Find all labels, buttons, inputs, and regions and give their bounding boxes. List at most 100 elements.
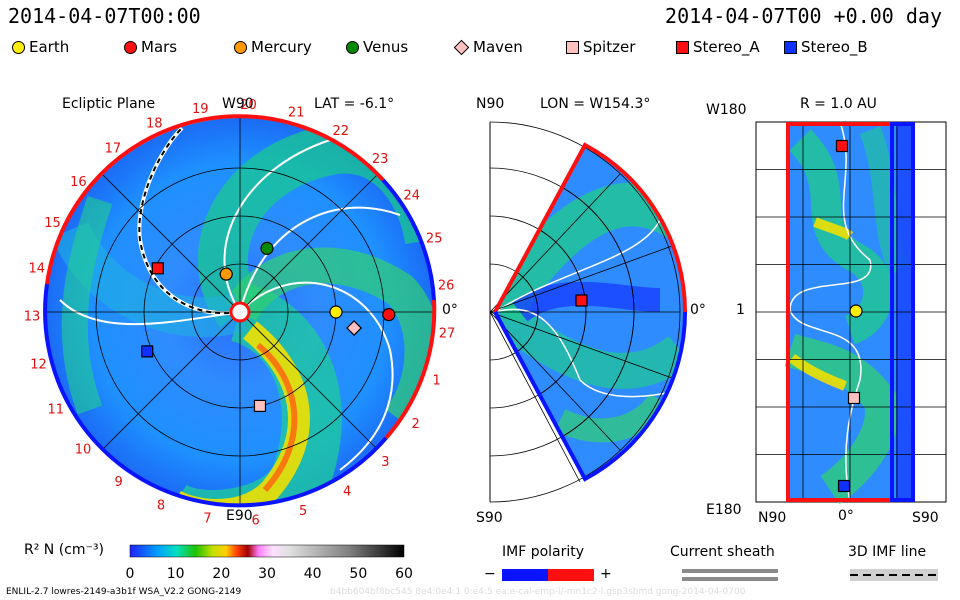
carrington-label: 5: [299, 504, 307, 519]
colorbar-ticks: 0 10 20 30 40 50 60: [126, 566, 413, 582]
colorbar-tick-label: 10: [167, 566, 185, 582]
legend-item-stereo-a: Stereo_A: [676, 38, 760, 56]
radial-marker-stereo-b: [837, 479, 851, 493]
radial-bottom-mid: 0°: [838, 508, 854, 524]
radial-panel: [755, 121, 947, 505]
square-marker-icon: [784, 40, 797, 54]
imf-line-label: 3D IMF line: [848, 544, 927, 560]
density-arm-green-3: [224, 247, 434, 431]
radial-objects: [835, 139, 863, 493]
legend-label: Earth: [29, 38, 70, 56]
header-time-left: 2014-04-07T00:00: [8, 4, 201, 28]
carrington-label: 26: [438, 278, 455, 293]
ecliptic-marker-venus: [260, 241, 274, 255]
radial-bottom-s: S90: [912, 510, 939, 526]
carrington-label: 18: [146, 117, 163, 132]
ecliptic-objects: [141, 241, 396, 413]
circle-marker-icon: [346, 40, 359, 54]
carrington-label: 4: [343, 484, 351, 499]
mer-green-band-2: [495, 298, 686, 389]
polarity-arc-red-right: [384, 299, 437, 440]
legend-label: Mercury: [251, 38, 312, 56]
legend-item-earth: Earth: [12, 38, 69, 56]
meridional-top-label: N90: [476, 96, 505, 112]
circle-marker-icon: [12, 40, 25, 54]
square-marker-icon: [566, 40, 579, 54]
legend-label: Stereo_A: [693, 38, 760, 56]
carrington-label: 3: [381, 455, 389, 470]
legend-label: Spitzer: [583, 38, 636, 56]
radial-marker-spitzer: [847, 391, 861, 405]
imf-polarity-neg: [502, 569, 548, 581]
carrington-label: 25: [426, 232, 443, 247]
mer-spoke-5: [489, 311, 621, 451]
current-sheath-label: Current sheath: [670, 544, 775, 560]
meridional-right-label: 0°: [690, 302, 706, 318]
density-arm-green: [153, 283, 342, 506]
carrington-label: 24: [404, 189, 421, 204]
meridional-lon-label: LON = W154.3°: [540, 96, 651, 112]
legend-item-mercury: Mercury: [234, 38, 312, 56]
footer-left: ENLIL-2.7 lowres-2149-a3b1f WSA_V2.2 GON…: [6, 587, 242, 597]
carrington-label: 22: [333, 124, 350, 139]
circle-marker-icon: [234, 40, 247, 54]
carrington-label: 19: [192, 102, 209, 117]
current-sheet-line-4: [239, 206, 401, 313]
rad-green-2: [784, 333, 899, 505]
ecliptic-top-label: W90: [222, 96, 254, 112]
imf-line-dash: [138, 127, 239, 314]
mer-current-sheet-2: [495, 219, 661, 313]
ecliptic-right-label: 0°: [442, 302, 458, 318]
ecliptic-marker-spitzer: [253, 399, 267, 413]
imf-polarity-plus: +: [600, 566, 612, 582]
colorbar-tick-label: 50: [349, 566, 367, 582]
imf-polarity-pos: [548, 569, 594, 581]
colorbar-tick-label: 20: [212, 566, 230, 582]
radial-marker-earth: [849, 304, 863, 318]
colorbar-tick-label: 0: [126, 566, 135, 582]
current-sheet-line-2: [223, 139, 331, 313]
carrington-label: 12: [30, 358, 47, 373]
density-arm-yellow: [168, 321, 310, 506]
carrington-label: 23: [372, 152, 389, 167]
carrington-label: 11: [48, 403, 65, 418]
mer-spoke-2: [489, 245, 673, 313]
legend-label: Mars: [141, 38, 178, 56]
current-sheath-sample-2: [682, 577, 778, 581]
mer-spoke-6: [489, 311, 581, 483]
carrington-label: 7: [203, 511, 211, 526]
radial-top-left-label: W180: [706, 102, 747, 118]
legend-item-mars: Mars: [124, 38, 177, 56]
current-sheet-line-1: [239, 281, 394, 471]
ecliptic-marker-earth: [329, 305, 343, 319]
mer-polarity-red: [493, 142, 688, 313]
ecliptic-marker-mercury: [219, 267, 233, 281]
carrington-label: 15: [44, 216, 61, 231]
legend-item-spitzer: Spitzer: [566, 38, 635, 56]
imf-polarity-minus: −: [484, 566, 496, 582]
radial-bottom-left-label: E180: [706, 502, 742, 518]
ecliptic-bottom-label: E90: [226, 508, 253, 524]
mer-blue-core: [512, 281, 661, 322]
radial-bottom-n: N90: [758, 510, 787, 526]
header-time-right: 2014-04-07T00 +0.00 day: [665, 4, 942, 28]
ecliptic-title: Ecliptic Plane: [62, 96, 156, 112]
carrington-label: 21: [288, 106, 305, 121]
density-arm-green-5: [61, 195, 113, 415]
carrington-label: 27: [439, 327, 456, 342]
legend-label: Stereo_B: [801, 38, 868, 56]
colorbar-label: R² N (cm⁻³): [24, 542, 104, 558]
ecliptic-marker-maven: [346, 320, 362, 336]
carrington-label: 9: [115, 475, 123, 490]
ecliptic-panel: 19 20 212223242526271234567891011121314151…: [24, 98, 456, 528]
carrington-label: 8: [157, 498, 165, 513]
mer-spoke-1: [489, 173, 621, 313]
carrington-label: 1: [433, 374, 441, 389]
ecliptic-marker-stereo-b: [141, 345, 154, 358]
colorbar-tick-label: 30: [258, 566, 276, 582]
mer-polarity-blue: [493, 311, 688, 482]
sun-inner-boundary: [229, 301, 251, 323]
legend-item-stereo-b: Stereo_B: [784, 38, 868, 56]
density-arm-orange: [256, 342, 298, 493]
